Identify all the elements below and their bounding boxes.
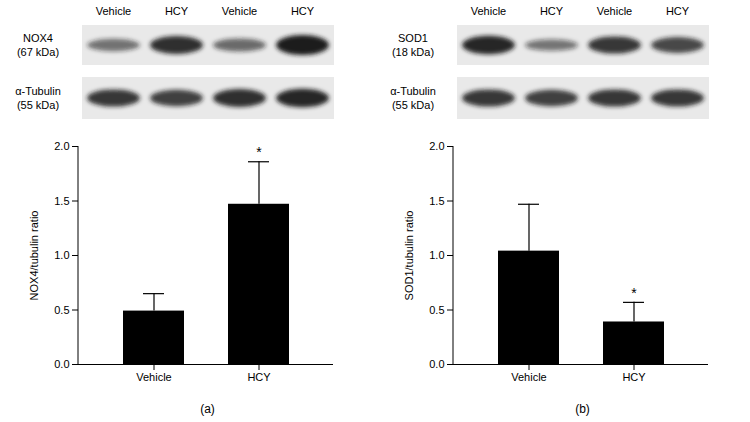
svg-text:0.0: 0.0 bbox=[429, 358, 444, 370]
svg-text:(67 kDa): (67 kDa) bbox=[17, 46, 59, 58]
svg-text:Vehicle: Vehicle bbox=[511, 371, 546, 383]
svg-text:*: * bbox=[631, 285, 637, 301]
svg-text:1.5: 1.5 bbox=[429, 195, 444, 207]
svg-text:1.0: 1.0 bbox=[429, 249, 444, 261]
svg-text:HCY: HCY bbox=[247, 371, 271, 383]
svg-text:HCY: HCY bbox=[622, 371, 646, 383]
svg-text:HCY: HCY bbox=[291, 5, 315, 17]
svg-text:Vehicle: Vehicle bbox=[136, 371, 171, 383]
svg-text:0.5: 0.5 bbox=[54, 304, 69, 316]
svg-text:Vehicle: Vehicle bbox=[96, 5, 131, 17]
svg-text:α-Tubulin: α-Tubulin bbox=[390, 85, 436, 97]
html-text:(b): (b) bbox=[575, 402, 590, 416]
svg-text:0.5: 0.5 bbox=[429, 304, 444, 316]
svg-text:Vehicle: Vehicle bbox=[597, 5, 632, 17]
svg-text:(18 kDa): (18 kDa) bbox=[392, 46, 434, 58]
svg-text:NOX4: NOX4 bbox=[23, 32, 53, 44]
svg-text:*: * bbox=[256, 144, 262, 160]
svg-text:2.0: 2.0 bbox=[429, 140, 444, 152]
svg-text:HCY: HCY bbox=[540, 5, 564, 17]
svg-text:2.0: 2.0 bbox=[54, 140, 69, 152]
svg-text:1.5: 1.5 bbox=[54, 195, 69, 207]
svg-text:Vehicle: Vehicle bbox=[222, 5, 257, 17]
svg-text:SOD1/tubulin ratio: SOD1/tubulin ratio bbox=[403, 211, 415, 301]
svg-text:α-Tubulin: α-Tubulin bbox=[15, 85, 61, 97]
svg-text:0.0: 0.0 bbox=[54, 358, 69, 370]
svg-text:(55 kDa): (55 kDa) bbox=[392, 99, 434, 111]
svg-text:HCY: HCY bbox=[165, 5, 189, 17]
svg-text:(55 kDa): (55 kDa) bbox=[17, 99, 59, 111]
html-text:(a): (a) bbox=[200, 402, 215, 416]
svg-text:NOX4/tubulin ratio: NOX4/tubulin ratio bbox=[28, 211, 40, 301]
svg-text:Vehicle: Vehicle bbox=[471, 5, 506, 17]
svg-text:HCY: HCY bbox=[666, 5, 690, 17]
svg-text:SOD1: SOD1 bbox=[398, 32, 428, 44]
svg-text:1.0: 1.0 bbox=[54, 249, 69, 261]
